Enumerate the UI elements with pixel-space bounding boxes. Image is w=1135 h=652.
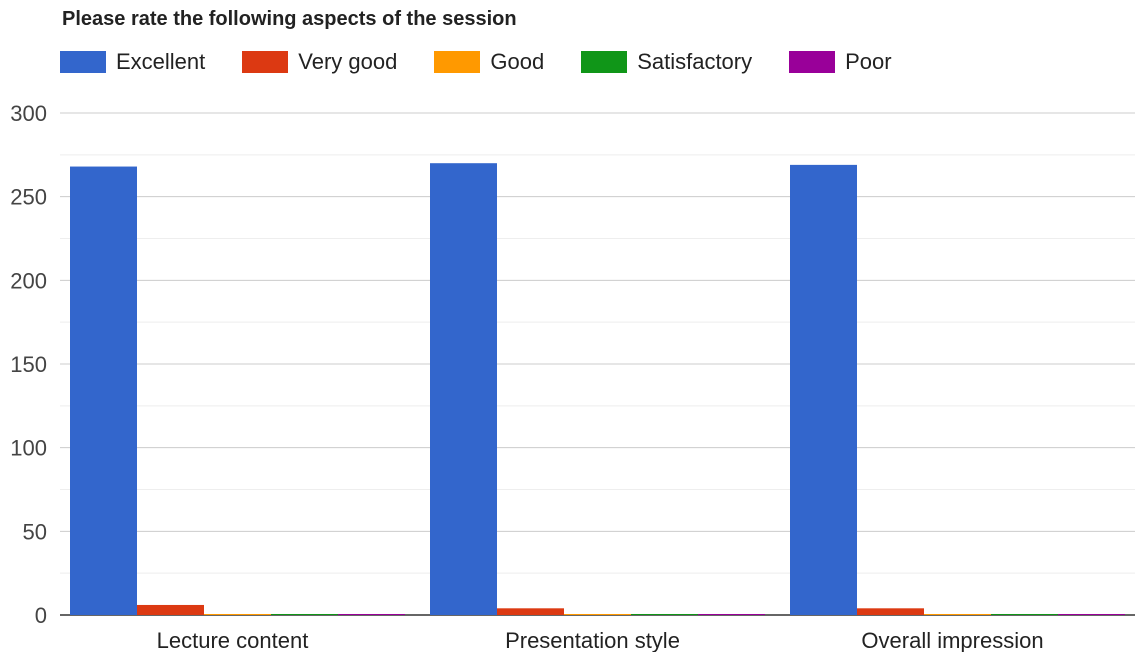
legend-item-very-good: Very good bbox=[242, 49, 397, 75]
y-tick-label: 150 bbox=[10, 352, 47, 377]
bar-lecture-content-good[interactable] bbox=[204, 613, 271, 615]
legend-label: Excellent bbox=[116, 49, 206, 74]
chart-title: Please rate the following aspects of the… bbox=[62, 8, 517, 30]
legend-swatch bbox=[434, 51, 481, 73]
x-category-label: Lecture content bbox=[157, 628, 309, 652]
legend-swatch bbox=[581, 51, 628, 73]
bar-lecture-content-poor[interactable] bbox=[338, 613, 405, 615]
bar-overall-impression-excellent[interactable] bbox=[790, 164, 857, 615]
y-tick-label: 300 bbox=[10, 101, 47, 126]
bar-overall-impression-poor[interactable] bbox=[1058, 613, 1125, 615]
bar-presentation-style-good[interactable] bbox=[564, 613, 631, 615]
legend-item-excellent: Excellent bbox=[60, 49, 205, 75]
y-tick-label: 50 bbox=[23, 519, 47, 544]
legend-swatch bbox=[60, 51, 106, 73]
legend-label: Good bbox=[490, 49, 545, 74]
bar-overall-impression-satisfactory[interactable] bbox=[991, 613, 1058, 615]
y-tick-label: 200 bbox=[10, 268, 47, 293]
bar-presentation-style-excellent[interactable] bbox=[430, 163, 497, 615]
x-category-label: Overall impression bbox=[861, 628, 1043, 652]
bar-lecture-content-very-good[interactable] bbox=[137, 604, 204, 615]
legend-item-satisfactory: Satisfactory bbox=[581, 49, 752, 75]
bar-presentation-style-poor[interactable] bbox=[698, 613, 765, 615]
y-axis-ticks: 0 50 100 150 200 250 300 bbox=[10, 101, 47, 628]
gridlines bbox=[60, 112, 1135, 616]
legend-label: Satisfactory bbox=[637, 49, 753, 74]
x-category-label: Presentation style bbox=[505, 628, 680, 652]
y-tick-label: 0 bbox=[35, 603, 47, 628]
x-axis-labels: Lecture content Presentation style Overall… bbox=[157, 628, 1044, 652]
y-tick-label: 250 bbox=[10, 185, 47, 210]
bar-overall-impression-good[interactable] bbox=[924, 613, 991, 615]
bar-lecture-content-satisfactory[interactable] bbox=[271, 613, 338, 615]
bar-overall-impression-very-good[interactable] bbox=[857, 608, 924, 615]
bar-lecture-content-excellent[interactable] bbox=[70, 166, 137, 615]
bars bbox=[70, 163, 1125, 615]
bar-presentation-style-very-good[interactable] bbox=[497, 608, 564, 615]
bar-presentation-style-satisfactory[interactable] bbox=[631, 613, 698, 615]
legend-item-good: Good bbox=[434, 49, 544, 75]
legend-swatch bbox=[242, 51, 289, 73]
legend: Excellent Very good Good Satisfactory Poor bbox=[60, 48, 929, 76]
legend-swatch bbox=[789, 51, 836, 73]
legend-label: Poor bbox=[845, 49, 892, 74]
legend-item-poor: Poor bbox=[789, 49, 892, 75]
legend-label: Very good bbox=[298, 49, 398, 74]
y-tick-label: 100 bbox=[10, 436, 47, 461]
